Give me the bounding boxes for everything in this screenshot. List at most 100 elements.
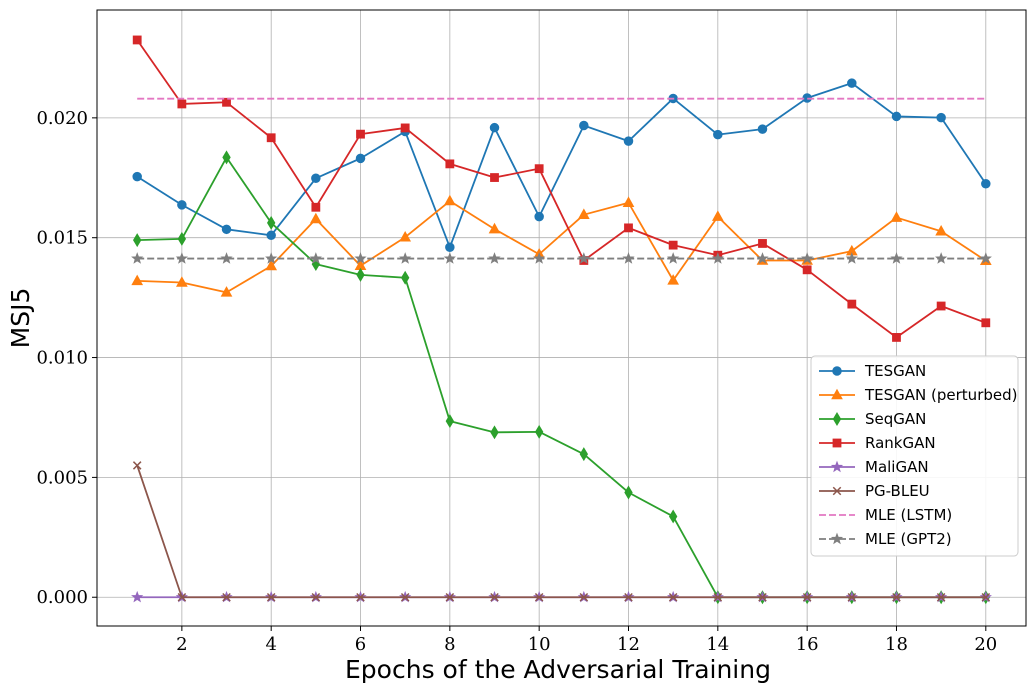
data-point-pg-bleu	[668, 592, 678, 602]
data-point-pg-bleu	[802, 592, 812, 602]
data-point-pg-bleu	[847, 592, 857, 602]
data-point-tesgan	[757, 124, 768, 134]
data-point-tesgan	[713, 129, 723, 140]
data-point-mle-gpt2	[354, 252, 367, 264]
data-point-tesgan-perturbed	[667, 274, 680, 285]
legend-item-maligan: MaliGAN	[819, 458, 929, 476]
data-point-seqgan	[400, 270, 410, 285]
data-point-mle-gpt2	[935, 252, 948, 264]
data-point-mle-gpt2	[399, 252, 412, 264]
series-rankgan	[132, 35, 991, 342]
data-point-seqgan	[668, 509, 678, 524]
series-pg-bleu	[132, 461, 991, 602]
x-tick-label: 14	[706, 634, 729, 655]
data-point-tesgan	[445, 242, 455, 253]
data-point-pg-bleu	[936, 592, 946, 602]
x-tick-label: 4	[265, 634, 276, 655]
data-point-rankgan	[624, 223, 633, 233]
x-tick-label: 12	[617, 634, 640, 655]
data-point-pg-bleu	[400, 592, 410, 602]
data-point-tesgan-perturbed	[577, 208, 590, 219]
data-point-tesgan	[847, 78, 857, 88]
data-point-tesgan-perturbed	[131, 274, 144, 286]
data-point-mle-gpt2	[890, 252, 903, 264]
data-point-mle-gpt2	[577, 252, 590, 264]
data-point-rankgan	[981, 318, 991, 328]
data-point-tesgan-perturbed	[265, 259, 278, 271]
data-point-tesgan	[355, 153, 366, 164]
data-point-pg-bleu	[222, 592, 231, 602]
data-point-tesgan-perturbed	[890, 211, 903, 222]
data-point-mle-gpt2	[622, 252, 635, 264]
data-point-pg-bleu	[177, 592, 187, 602]
legend-label: TESGAN (perturbed)	[864, 386, 1017, 404]
x-tick-label: 18	[885, 634, 908, 655]
data-point-maligan	[131, 590, 144, 603]
legend: TESGAN TESGAN (perturbed) SeqGAN RankGAN Mal…	[810, 355, 1019, 557]
data-point-seqgan	[490, 425, 499, 440]
data-point-tesgan	[311, 173, 321, 184]
data-point-seqgan	[624, 485, 633, 500]
data-point-mle-gpt2	[979, 252, 992, 264]
data-point-rankgan	[936, 301, 946, 311]
data-point-rankgan	[222, 97, 231, 107]
x-tick-label: 16	[796, 634, 819, 655]
legend-label: PG-BLEU	[865, 482, 930, 500]
data-point-seqgan	[356, 267, 365, 282]
data-point-seqgan	[222, 150, 231, 165]
y-tick-label: 0.000	[36, 587, 88, 608]
data-point-mle-gpt2	[265, 252, 278, 264]
data-point-tesgan-perturbed	[622, 196, 635, 207]
data-point-mle-gpt2	[220, 252, 233, 264]
legend-marker	[831, 388, 843, 400]
x-tick-label: 10	[528, 634, 551, 655]
data-point-mle-gpt2	[131, 252, 144, 264]
legend-label: MaliGAN	[865, 458, 929, 476]
legend-marker	[830, 532, 844, 545]
data-point-rankgan	[356, 129, 365, 139]
data-point-mle-gpt2	[801, 252, 814, 264]
data-point-pg-bleu	[981, 592, 991, 602]
data-point-tesgan	[981, 179, 991, 189]
legend-marker	[832, 486, 842, 496]
data-point-seqgan	[534, 424, 544, 439]
data-point-rankgan	[892, 333, 901, 342]
legend-label: RankGAN	[865, 434, 936, 452]
data-point-rankgan	[668, 240, 678, 250]
legend-item-seqgan: SeqGAN	[819, 410, 926, 428]
data-point-rankgan	[266, 133, 276, 143]
data-point-tesgan	[623, 136, 634, 146]
data-point-mle-gpt2	[443, 252, 456, 264]
data-point-tesgan-perturbed	[711, 210, 724, 221]
data-point-rankgan	[490, 173, 499, 182]
data-point-pg-bleu	[758, 592, 767, 602]
data-point-tesgan-perturbed	[310, 212, 322, 224]
data-point-pg-bleu	[579, 592, 589, 602]
data-point-pg-bleu	[713, 592, 723, 602]
x-tick-label: 8	[444, 634, 455, 655]
data-point-pg-bleu	[311, 592, 321, 602]
data-point-tesgan	[534, 211, 544, 222]
data-point-seqgan	[445, 414, 455, 429]
plot-frame	[96, 9, 1027, 627]
data-point-tesgan	[266, 230, 276, 241]
series-tesgan	[132, 78, 991, 253]
x-tick-label: 2	[176, 634, 187, 655]
legend-marker	[832, 438, 842, 448]
data-point-seqgan	[579, 447, 589, 462]
data-point-seqgan	[133, 233, 142, 248]
y-tick-label: 0.020	[36, 108, 88, 129]
data-point-tesgan	[579, 120, 589, 131]
data-point-rankgan	[802, 265, 812, 275]
data-point-rankgan	[311, 202, 321, 212]
data-point-tesgan	[221, 224, 232, 235]
data-point-mle-gpt2	[756, 252, 769, 264]
data-point-rankgan	[177, 99, 187, 109]
data-point-pg-bleu	[892, 592, 901, 602]
y-axis-label: MSJ5	[6, 288, 35, 349]
legend-item-tesgan-perturbed: TESGAN (perturbed)	[819, 386, 1017, 404]
data-point-rankgan	[445, 159, 455, 169]
plot-series	[131, 35, 992, 605]
legend-item-mle-lstm: MLE (LSTM)	[819, 506, 952, 524]
data-point-rankgan	[847, 299, 857, 309]
